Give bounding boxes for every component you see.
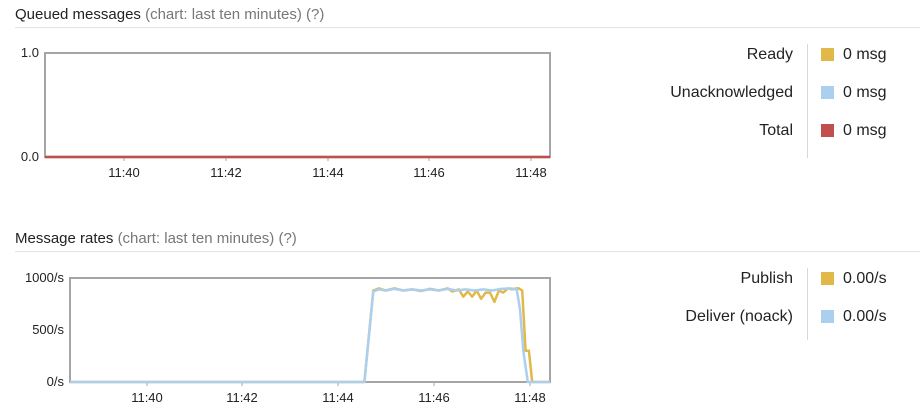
message-rates-legend: Publish 0.00/s Deliver (noack) 0.00/s xyxy=(600,268,920,340)
legend-row: Total 0 msg xyxy=(600,120,920,142)
legend-row: Ready 0 msg xyxy=(600,44,920,66)
legend-swatch xyxy=(821,48,834,61)
queued-messages-legend: Ready 0 msg Unacknowledged 0 msg Total 0 msg xyxy=(600,44,920,158)
message-rates-heading: Message rates (chart: last ten minutes) … xyxy=(15,230,297,247)
queued-messages-title: Queued messages xyxy=(15,6,141,23)
legend-label: Publish xyxy=(740,270,793,287)
queued-messages-heading: Queued messages (chart: last ten minutes… xyxy=(15,6,324,23)
legend-value: 0.00/s xyxy=(843,270,887,287)
series-line-publish xyxy=(70,287,550,384)
y-tick-label: 1.0 xyxy=(21,45,39,60)
x-tick-label: 11:46 xyxy=(413,165,445,180)
message-rates-chart: 0/s 500/s 1000/s 11:40 11:42 11:44 11:46 11:48 xyxy=(25,270,551,405)
legend-value: 0 msg xyxy=(843,84,887,101)
queued-messages-help[interactable]: (?) xyxy=(306,6,325,23)
legend-swatch xyxy=(821,310,834,323)
series-line-deliver-noack xyxy=(70,287,550,384)
legend-divider xyxy=(807,268,808,340)
x-tick-label: 11:44 xyxy=(322,390,354,405)
legend-value: 0.00/s xyxy=(843,308,887,325)
legend-value: 0 msg xyxy=(843,122,887,139)
legend-row: Unacknowledged 0 msg xyxy=(600,82,920,104)
x-tick-label: 11:46 xyxy=(418,390,450,405)
queued-messages-divider xyxy=(15,27,920,28)
message-rates-divider xyxy=(15,251,920,252)
x-tick-label: 11:42 xyxy=(210,165,242,180)
legend-label: Total xyxy=(759,122,793,139)
legend-swatch xyxy=(821,86,834,99)
y-tick-label: 1000/s xyxy=(25,270,65,285)
legend-label: Unacknowledged xyxy=(670,84,793,101)
y-tick-label: 0/s xyxy=(47,374,65,389)
x-tick-label: 11:40 xyxy=(108,165,140,180)
legend-row: Publish 0.00/s xyxy=(600,268,920,290)
y-tick-label: 500/s xyxy=(32,322,64,337)
message-rates-title: Message rates xyxy=(15,230,114,247)
legend-divider xyxy=(807,44,808,158)
plot-frame xyxy=(44,52,551,158)
x-tick-label: 11:40 xyxy=(131,390,163,405)
message-rates-subtitle[interactable]: (chart: last ten minutes) xyxy=(117,230,275,247)
legend-row: Deliver (noack) 0.00/s xyxy=(600,306,920,328)
legend-label: Ready xyxy=(746,46,793,63)
legend-swatch xyxy=(821,272,834,285)
queued-messages-subtitle[interactable]: (chart: last ten minutes) xyxy=(145,6,302,23)
x-tick-label: 11:42 xyxy=(226,390,258,405)
x-tick-label: 11:44 xyxy=(312,165,344,180)
message-rates-help[interactable]: (?) xyxy=(278,230,297,247)
y-tick-label: 0.0 xyxy=(21,149,39,164)
queued-messages-chart: 0.0 1.0 11:40 11:42 11:44 11:46 11:48 xyxy=(21,45,551,180)
legend-label: Deliver (noack) xyxy=(685,308,793,325)
legend-swatch xyxy=(821,124,834,137)
legend-value: 0 msg xyxy=(843,46,887,63)
x-tick-label: 11:48 xyxy=(514,390,546,405)
x-tick-label: 11:48 xyxy=(515,165,547,180)
